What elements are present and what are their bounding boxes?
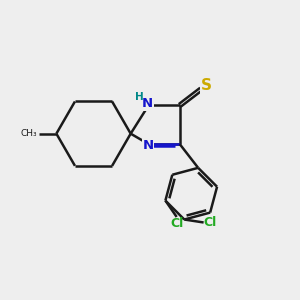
Text: CH₃: CH₃ — [20, 129, 37, 138]
Text: Cl: Cl — [203, 216, 217, 229]
Text: H: H — [135, 92, 144, 102]
Text: S: S — [201, 78, 212, 93]
Text: N: N — [142, 98, 153, 110]
Text: N: N — [142, 139, 154, 152]
Text: Cl: Cl — [171, 217, 184, 230]
